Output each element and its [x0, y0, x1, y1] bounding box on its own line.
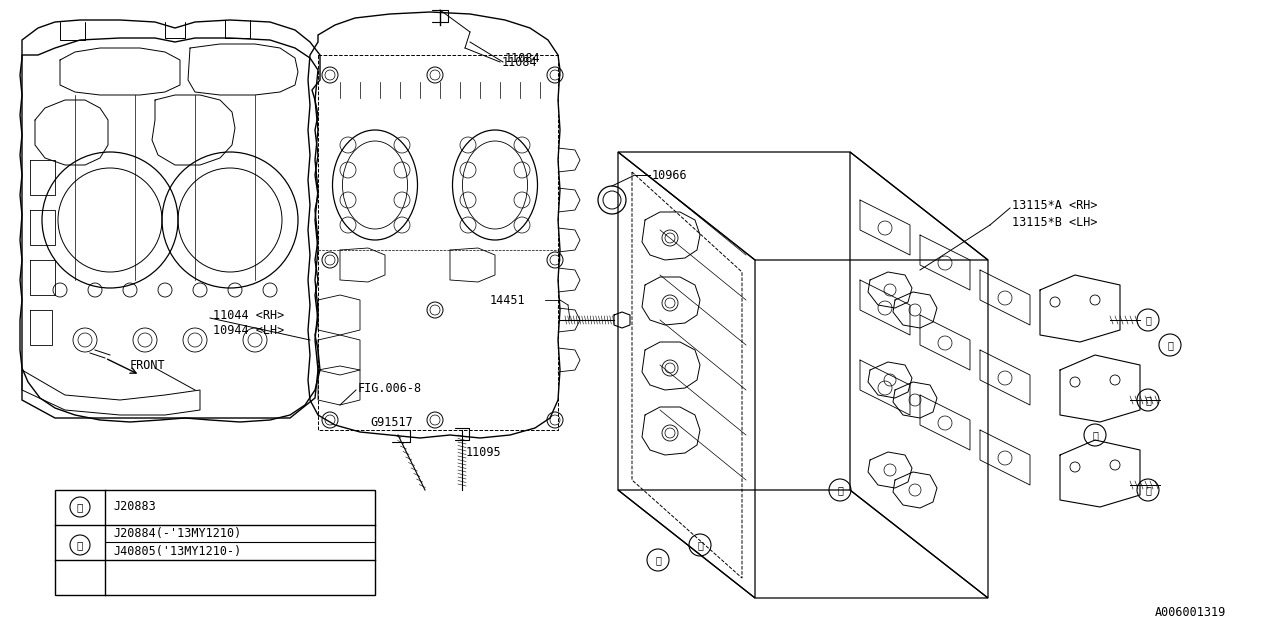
Text: FRONT: FRONT — [131, 358, 165, 371]
Text: 13115*B <LH>: 13115*B <LH> — [1012, 216, 1097, 228]
Text: 11084: 11084 — [502, 56, 538, 68]
Text: 13115*A <RH>: 13115*A <RH> — [1012, 198, 1097, 211]
Text: 11095: 11095 — [466, 445, 502, 458]
Text: FIG.006-8: FIG.006-8 — [358, 381, 422, 394]
Text: J40805('13MY1210-): J40805('13MY1210-) — [113, 545, 241, 557]
Text: ①: ① — [837, 485, 844, 495]
Text: 10944 <LH>: 10944 <LH> — [212, 323, 284, 337]
Text: ①: ① — [1146, 315, 1151, 325]
Text: ①: ① — [1092, 430, 1098, 440]
Text: 11084: 11084 — [506, 51, 540, 65]
Text: ①: ① — [1146, 485, 1151, 495]
Text: ②: ② — [77, 540, 83, 550]
Bar — [55, 490, 375, 595]
Text: 11044 <RH>: 11044 <RH> — [212, 308, 284, 321]
Text: J20884(-'13MY1210): J20884(-'13MY1210) — [113, 527, 241, 540]
Text: 10966: 10966 — [652, 168, 687, 182]
Text: ②: ② — [655, 555, 660, 565]
Text: J20883: J20883 — [113, 500, 156, 513]
Text: A006001319: A006001319 — [1155, 607, 1226, 620]
Text: ①: ① — [1146, 395, 1151, 405]
Text: G91517: G91517 — [370, 415, 412, 429]
Text: 14451: 14451 — [490, 294, 526, 307]
Text: ①: ① — [698, 540, 703, 550]
Text: ①: ① — [77, 502, 83, 512]
Text: ①: ① — [1167, 340, 1172, 350]
